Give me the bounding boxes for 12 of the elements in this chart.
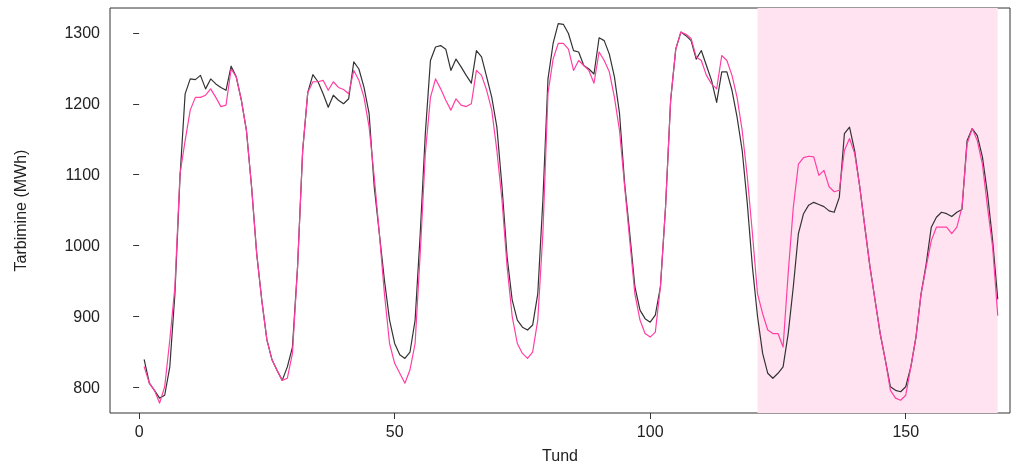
y-tick-label: 1100 (65, 166, 101, 184)
x-tick-label: 100 (636, 422, 664, 440)
x-tick-label: 0 (134, 422, 144, 440)
y-tick-label: 1000 (64, 237, 101, 255)
y-tick-label: 900 (73, 308, 101, 326)
x-axis-title: Tund (542, 446, 578, 464)
y-tick-label: 1200 (64, 95, 101, 113)
y-tick-label: 800 (73, 378, 101, 396)
y-axis-title: Tarbimine (MWh) (11, 149, 29, 272)
x-tick-label: 50 (385, 422, 404, 440)
x-tick-label: 150 (892, 422, 920, 440)
y-tick-label: 1300 (64, 24, 101, 42)
